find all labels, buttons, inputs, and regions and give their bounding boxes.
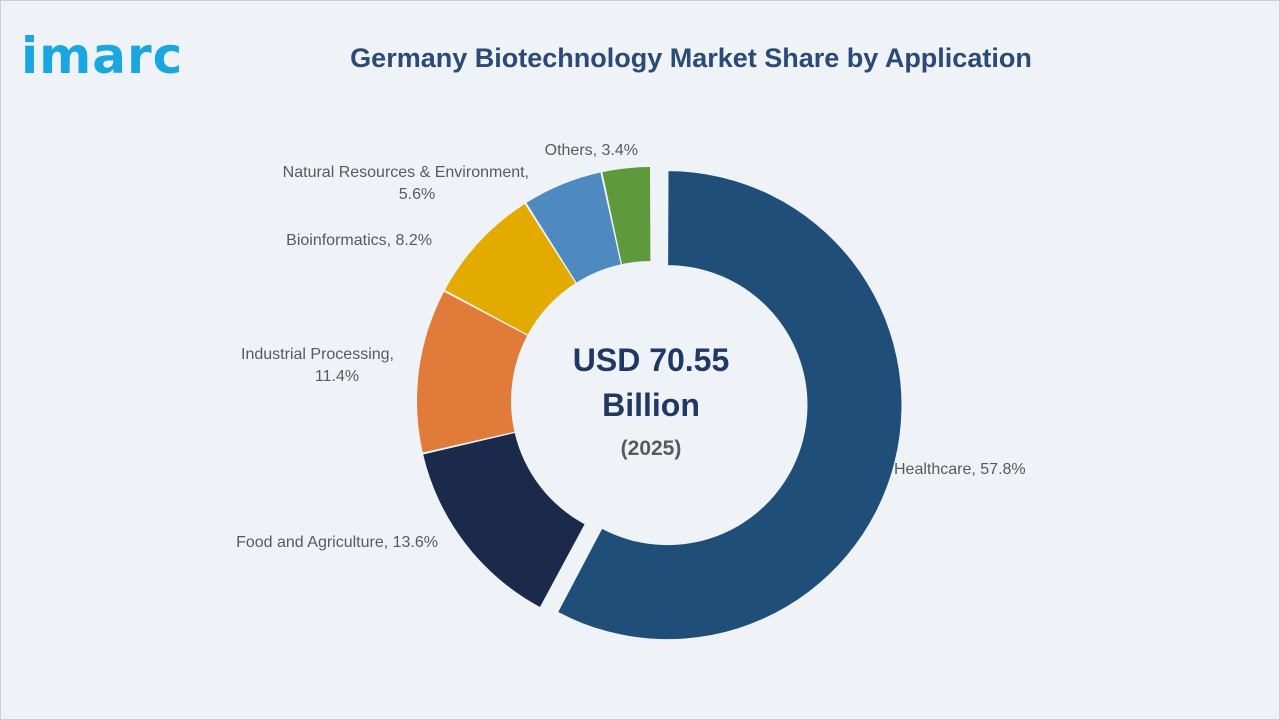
donut-slices [417, 167, 902, 640]
label-healthcare: Healthcare, 57.8% [894, 461, 1026, 478]
center-value-line1: USD 70.55 [573, 342, 730, 378]
label-industrial-processing: Industrial Processing, 11.4% [241, 346, 394, 385]
slice-bioinformatics [445, 203, 576, 335]
center-label: USD 70.55 Billion (2025) [573, 342, 730, 460]
imarc-logo: imarc [21, 27, 184, 85]
center-year: (2025) [621, 437, 682, 460]
slice-labels: Healthcare, 57.8% Food and Agriculture, 1… [236, 142, 1026, 551]
slice-healthcare [558, 171, 902, 640]
slice-industrial-processing [417, 291, 528, 453]
label-natural-resources-and-environment: Natural Resources & Environment, 5.6% [283, 164, 529, 203]
slice-food-and-agriculture [423, 432, 585, 607]
label-others: Others, 3.4% [545, 142, 638, 159]
slice-others [602, 167, 651, 265]
slice-natural-resources-and-environment [526, 172, 621, 283]
label-bioinformatics: Bioinformatics, 8.2% [286, 232, 432, 249]
chart-title: Germany Biotechnology Market Share by Ap… [350, 43, 1032, 73]
label-food-and-agriculture: Food and Agriculture, 13.6% [236, 534, 438, 551]
center-value-line2: Billion [602, 387, 700, 423]
